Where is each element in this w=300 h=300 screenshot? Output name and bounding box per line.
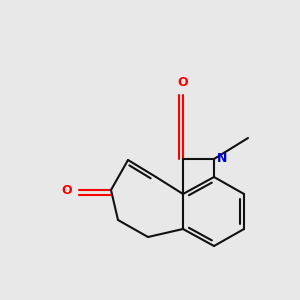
Text: N: N [216, 152, 227, 166]
Text: O: O [61, 184, 71, 196]
Text: O: O [178, 76, 188, 89]
